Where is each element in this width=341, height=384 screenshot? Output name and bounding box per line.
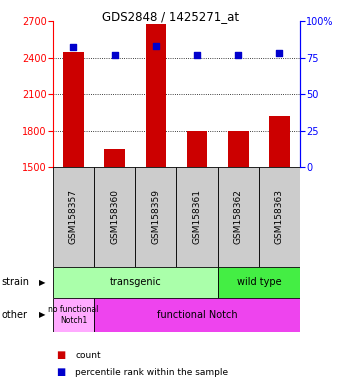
Bar	[63, 51, 84, 167]
Bar	[94, 167, 135, 267]
Bar	[269, 116, 290, 167]
Bar	[228, 131, 249, 167]
Bar	[187, 131, 207, 167]
Bar	[53, 167, 94, 267]
Text: other: other	[2, 310, 28, 320]
Text: GSM158361: GSM158361	[193, 189, 202, 245]
Text: wild type: wild type	[237, 277, 281, 287]
Text: strain: strain	[2, 277, 30, 287]
Bar	[177, 167, 218, 267]
Text: functional Notch: functional Notch	[157, 310, 237, 320]
Text: ▶: ▶	[39, 310, 46, 319]
Text: GSM158362: GSM158362	[234, 190, 243, 244]
Bar	[94, 298, 300, 332]
Bar	[53, 298, 94, 332]
Point	[277, 50, 282, 56]
Bar	[146, 23, 166, 167]
Text: ▶: ▶	[39, 278, 46, 287]
Text: transgenic: transgenic	[109, 277, 161, 287]
Text: ■: ■	[56, 367, 65, 377]
Bar	[104, 149, 125, 167]
Point	[194, 51, 200, 58]
Text: GSM158363: GSM158363	[275, 189, 284, 245]
Text: count: count	[75, 351, 101, 360]
Bar	[259, 167, 300, 267]
Text: GSM158359: GSM158359	[151, 189, 160, 245]
Text: GDS2848 / 1425271_at: GDS2848 / 1425271_at	[102, 10, 239, 23]
Point	[153, 43, 159, 49]
Text: percentile rank within the sample: percentile rank within the sample	[75, 368, 228, 377]
Bar	[53, 267, 218, 298]
Point	[71, 44, 76, 50]
Point	[236, 51, 241, 58]
Bar	[135, 167, 177, 267]
Text: ■: ■	[56, 350, 65, 360]
Bar	[218, 167, 259, 267]
Text: no functional
Notch1: no functional Notch1	[48, 305, 99, 324]
Text: GSM158360: GSM158360	[110, 189, 119, 245]
Point	[112, 51, 117, 58]
Text: GSM158357: GSM158357	[69, 189, 78, 245]
Bar	[218, 267, 300, 298]
